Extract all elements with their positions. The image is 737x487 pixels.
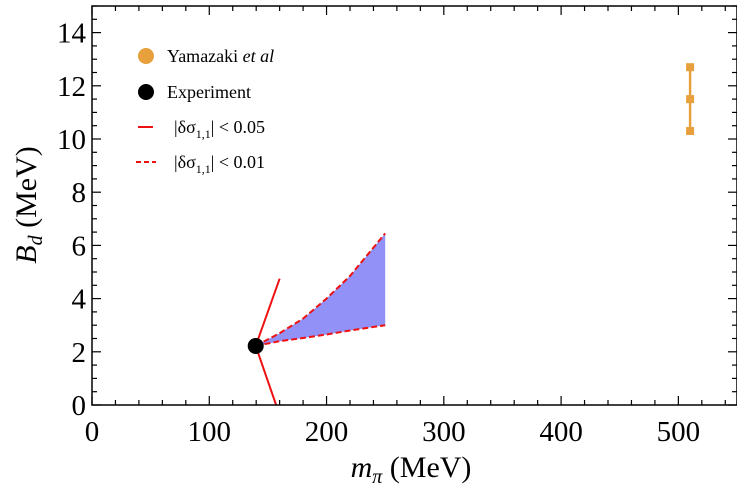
axis-ticks	[91, 5, 737, 406]
y-tick-label: 12	[57, 71, 86, 103]
yamazaki-error-cap-upper	[686, 63, 695, 72]
solid-line-2	[254, 345, 278, 406]
y-axis-title: Bd (MeV)	[10, 146, 47, 263]
yamazaki-point	[686, 95, 695, 104]
legend: Yamazaki et al Experiment |δσ1,1| < 0.05…	[136, 46, 274, 176]
y-tick-label: 0	[72, 390, 87, 422]
x-tick-label: 0	[85, 416, 100, 448]
x-tick-label: 500	[657, 416, 701, 448]
plot-area	[247, 63, 695, 406]
legend-marker-experiment	[138, 84, 154, 100]
tick-labels: 0 100 200 300 400 500 0 2 4 6 8 10 12 14	[57, 18, 700, 448]
legend-label-solid-line: |δσ1,1| < 0.05	[174, 117, 265, 141]
legend-marker-yamazaki	[138, 48, 154, 64]
y-tick-label: 6	[72, 230, 87, 262]
x-tick-label: 200	[305, 416, 349, 448]
band-upper-dashed-line	[255, 232, 386, 347]
x-tick-label: 100	[188, 416, 232, 448]
x-tick-label: 400	[539, 416, 583, 448]
y-tick-label: 14	[57, 18, 87, 50]
legend-label-experiment: Experiment	[167, 82, 251, 102]
experiment-point	[247, 337, 264, 354]
solid-line-1	[254, 278, 281, 347]
y-tick-label: 2	[72, 337, 87, 369]
band-lower-dashed-line	[255, 324, 386, 347]
yamazaki-error-cap-lower	[686, 127, 695, 136]
legend-label-yamazaki: Yamazaki et al	[167, 46, 274, 66]
band-fill	[255, 233, 386, 346]
y-tick-label: 10	[57, 124, 86, 156]
x-axis-title: mπ (MeV)	[351, 451, 472, 487]
y-tick-label: 4	[72, 284, 87, 316]
x-tick-label: 300	[422, 416, 466, 448]
legend-label-dashed-line: |δσ1,1| < 0.01	[174, 152, 265, 176]
y-tick-label: 8	[72, 177, 87, 209]
